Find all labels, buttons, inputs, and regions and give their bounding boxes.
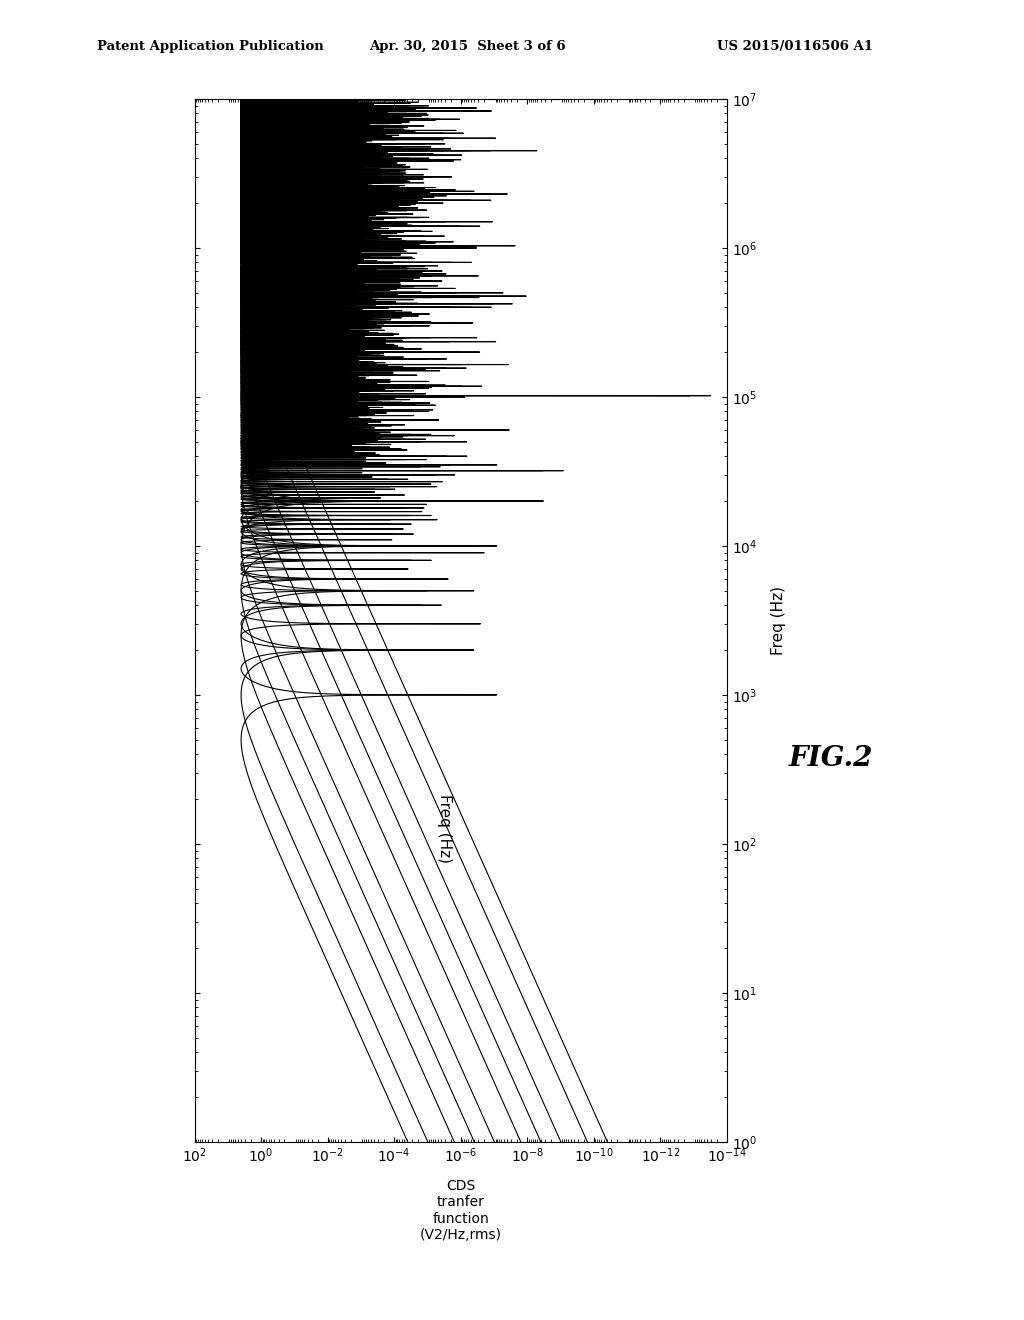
Text: Freq (Hz): Freq (Hz) xyxy=(437,795,453,863)
Y-axis label: Freq (Hz): Freq (Hz) xyxy=(771,586,786,655)
Text: FIG.2: FIG.2 xyxy=(788,744,872,772)
X-axis label: CDS
tranfer
function
(V2/Hz,rms): CDS tranfer function (V2/Hz,rms) xyxy=(420,1179,502,1242)
Text: Apr. 30, 2015  Sheet 3 of 6: Apr. 30, 2015 Sheet 3 of 6 xyxy=(369,40,565,53)
Text: US 2015/0116506 A1: US 2015/0116506 A1 xyxy=(717,40,872,53)
Text: Patent Application Publication: Patent Application Publication xyxy=(97,40,324,53)
